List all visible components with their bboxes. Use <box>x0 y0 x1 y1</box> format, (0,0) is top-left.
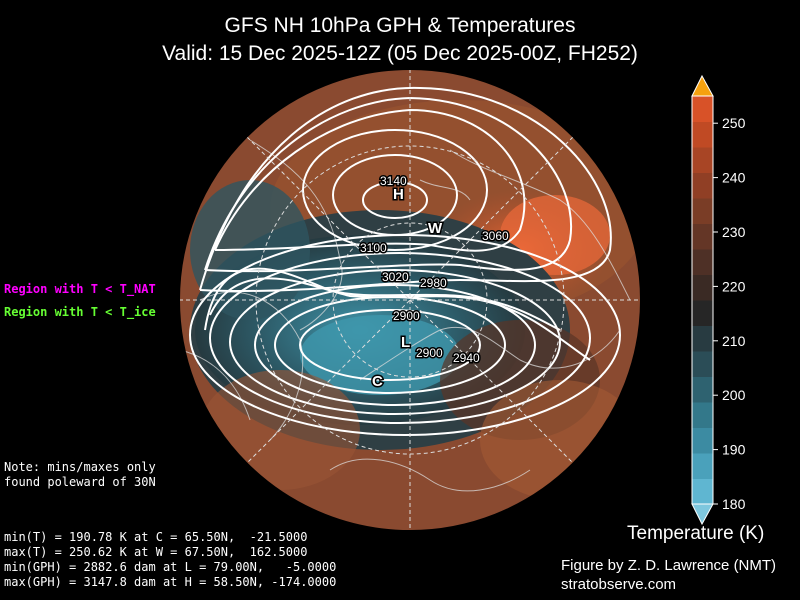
colorbar-tick-label: 190 <box>722 442 746 458</box>
colorbar-tick-label: 220 <box>722 278 746 294</box>
colorbar-segment <box>692 223 713 250</box>
colorbar-max-arrow <box>691 74 714 97</box>
contour-label: 3140 <box>380 174 407 188</box>
colorbar-tick-label: 210 <box>722 333 746 349</box>
colorbar-segment <box>692 198 713 224</box>
extrema-markers: H W L C <box>371 185 445 392</box>
colorbar-segment <box>692 402 713 428</box>
colorbar-segment <box>692 96 713 122</box>
contour-label-group: 3140 3100 3060 3020 2980 2900 2900 2940 <box>359 173 511 367</box>
colorbar-tick-label: 250 <box>722 115 746 131</box>
contour-label: 3100 <box>360 241 387 255</box>
contour-label: 3020 <box>382 270 409 284</box>
marker-low: L <box>401 334 410 351</box>
legend-nat: Region with T < T_NAT <box>4 282 156 296</box>
colorbar-segment <box>692 121 713 148</box>
colorbar-tick-label: 200 <box>722 387 746 403</box>
contour-label: 2900 <box>416 346 443 360</box>
colorbar-tick-label: 230 <box>722 224 746 240</box>
colorbar-frame <box>691 95 714 505</box>
marker-warm: W <box>428 220 443 237</box>
contour-label: 2900 <box>393 309 420 323</box>
colorbar-tick-label: 240 <box>722 170 746 186</box>
legend-ice: Region with T < T_ice <box>4 305 156 319</box>
colorbar-segment <box>692 300 713 326</box>
colorbar-segment <box>692 453 713 479</box>
contour-label: 2940 <box>453 351 480 365</box>
colorbar-segment <box>692 376 713 403</box>
marker-high: H <box>393 186 404 203</box>
colorbar-segment <box>692 147 713 173</box>
colorbar-min-arrow <box>691 503 714 526</box>
gph-contours <box>189 86 621 436</box>
note-line1: Note: mins/maxes only <box>4 460 156 474</box>
credit-site: stratobserve.com <box>561 576 677 593</box>
contour-label: 2980 <box>420 276 447 290</box>
colorbar-segment <box>692 274 713 301</box>
map-title-line1: GFS NH 10hPa GPH & Temperatures <box>224 14 576 37</box>
colorbar-tick-label: 180 <box>722 496 746 512</box>
note-line2: found poleward of 30N <box>4 475 156 489</box>
stat-max-gph: max(GPH) = 3147.8 dam at H = 58.50N, -17… <box>4 575 337 589</box>
marker-cold: C <box>372 373 383 390</box>
graticule <box>179 69 641 531</box>
colorbar-segment <box>692 249 713 275</box>
colorbar-segments <box>692 96 713 505</box>
credit-author: Figure by Z. D. Lawrence (NMT) <box>561 557 777 574</box>
colorbar-segment <box>692 351 713 377</box>
colorbar-segment <box>692 478 713 505</box>
colorbar-label: Temperature (K) <box>627 523 765 544</box>
colorbar-segment <box>692 172 713 199</box>
contour-label: 3060 <box>482 229 509 243</box>
stat-min-t: min(T) = 190.78 K at C = 65.50N, -21.500… <box>4 530 308 544</box>
colorbar-segment <box>692 325 713 352</box>
stat-min-gph: min(GPH) = 2882.6 dam at L = 79.00N, -5.… <box>4 560 337 574</box>
colorbar-ticks: 250 240 230 220 210 200 190 180 <box>713 115 746 512</box>
colorbar-segment <box>692 427 713 454</box>
map-title-line2: Valid: 15 Dec 2025-12Z (05 Dec 2025-00Z,… <box>162 42 638 65</box>
stat-max-t: max(T) = 250.62 K at W = 67.50N, 162.500… <box>4 545 308 559</box>
map-boundary <box>178 68 642 532</box>
